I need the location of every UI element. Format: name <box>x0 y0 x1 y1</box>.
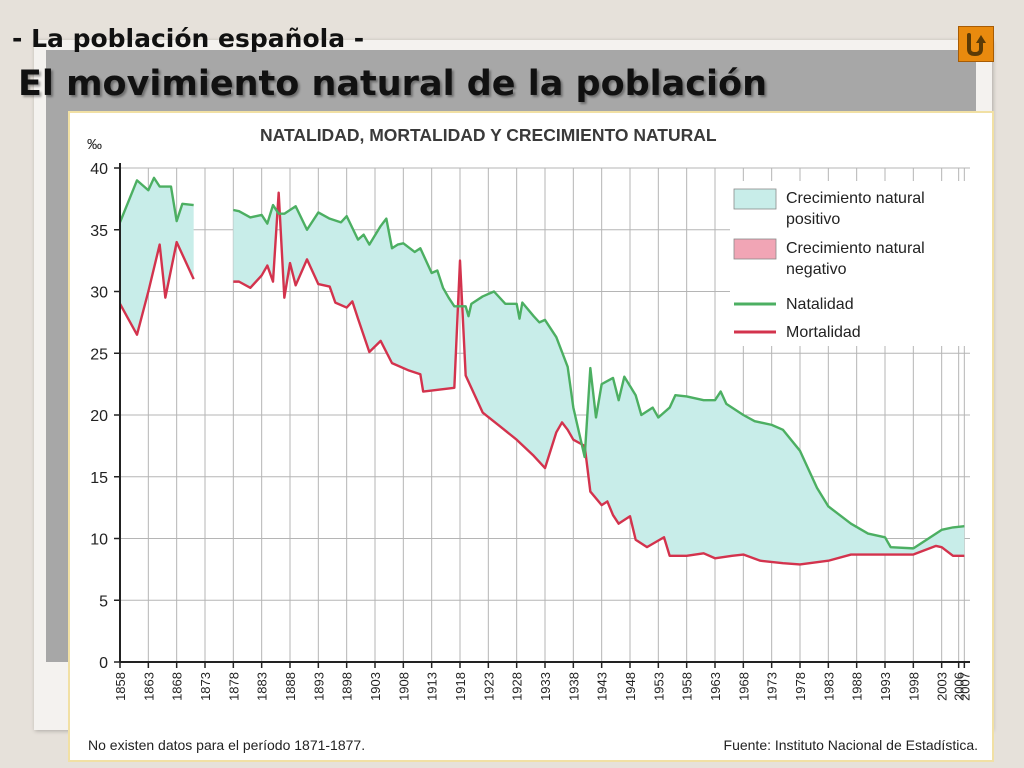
x-tick-label: 1933 <box>538 672 553 701</box>
x-tick-label: 1898 <box>340 672 355 701</box>
x-tick-label: 1873 <box>198 672 213 701</box>
legend-label: Crecimiento natural <box>786 190 925 207</box>
x-tick-label: 1998 <box>906 672 921 701</box>
x-tick-label: 1878 <box>226 672 241 701</box>
x-tick-label: 1958 <box>680 672 695 701</box>
positive-growth-area <box>585 368 965 565</box>
y-axis-unit: ‰ <box>87 136 102 153</box>
chart-areas <box>120 177 965 565</box>
legend-swatch <box>733 188 777 210</box>
x-tick-label: 1988 <box>850 672 865 701</box>
y-tick-label: 25 <box>90 346 108 363</box>
y-tick-label: 30 <box>90 285 108 302</box>
note-source: Fuente: Instituto Nacional de Estadístic… <box>724 737 978 753</box>
x-tick-label: 1888 <box>283 672 298 701</box>
x-tick-label: 1858 <box>113 672 128 701</box>
chart-title: NATALIDAD, MORTALIDAD Y CRECIMIENTO NATU… <box>260 125 717 145</box>
legend-swatch <box>733 238 777 260</box>
x-tick-label: 2007 <box>957 672 972 701</box>
x-tick-label: 1953 <box>651 672 666 701</box>
chart-frame: 0 5 10 15 20 25 30 35 40 1858 1863 1868 1873 1878 1883… <box>68 111 994 762</box>
y-tick-label: 5 <box>99 593 108 610</box>
mortalidad-line <box>233 191 965 566</box>
y-tick-label: 0 <box>99 655 108 672</box>
mortalidad-line <box>118 240 195 336</box>
legend-label: positivo <box>786 211 840 228</box>
x-tick-label: 1938 <box>566 672 581 701</box>
y-tick-label: 35 <box>90 223 108 240</box>
x-tick-label: 1928 <box>510 672 525 701</box>
x-tick-label: 2003 <box>935 672 950 701</box>
chart-lines <box>118 176 965 566</box>
return-button[interactable] <box>958 26 994 62</box>
legend-label: Crecimiento natural <box>786 240 925 257</box>
x-tick-label: 1918 <box>453 672 468 701</box>
x-tick-label: 1883 <box>255 672 270 701</box>
note-missing-data: No existen datos para el período 1871-18… <box>88 737 365 753</box>
x-tick-label: 2006 <box>952 672 967 701</box>
y-tick-label: 15 <box>90 470 108 487</box>
x-tick-label: 1963 <box>708 672 723 701</box>
positive-growth-area <box>462 291 582 469</box>
natalidad-line <box>118 176 194 223</box>
x-tick-label: 1968 <box>736 672 751 701</box>
x-tick-label: 1948 <box>623 672 638 701</box>
positive-growth-area <box>279 206 458 392</box>
x-tick-label: 1923 <box>481 672 496 701</box>
x-tick-label: 1973 <box>765 672 780 701</box>
x-tick-label: 1863 <box>141 672 156 701</box>
legend-label: Mortalidad <box>786 324 861 341</box>
x-tick-label: 1943 <box>595 672 610 701</box>
legend-label: negativo <box>786 261 847 278</box>
population-chart: 0 5 10 15 20 25 30 35 40 1858 1863 1868 1873 1878 1883… <box>70 113 992 760</box>
x-tick-label: 1903 <box>368 672 383 701</box>
chart-legend: Crecimiento natural positivo Crecimiento n… <box>730 181 982 346</box>
x-tick-label: 1983 <box>821 672 836 701</box>
x-tick-label: 1868 <box>170 672 185 701</box>
slide-subtitle: - La población española - <box>12 24 365 53</box>
x-tick-label: 1908 <box>396 672 411 701</box>
chart-axes: 0 5 10 15 20 25 30 35 40 1858 1863 1868 1873 1878 1883… <box>90 161 972 701</box>
x-tick-label: 1913 <box>425 672 440 701</box>
slide-title: El movimiento natural de la población <box>18 64 767 104</box>
x-tick-label: 1893 <box>311 672 326 701</box>
return-u-turn-icon <box>967 33 986 57</box>
y-tick-label: 10 <box>90 532 108 549</box>
y-tick-label: 20 <box>90 408 108 425</box>
legend-label: Natalidad <box>786 296 854 313</box>
y-tick-label: 40 <box>90 161 108 178</box>
x-tick-label: 1993 <box>878 672 893 701</box>
x-tick-label: 1978 <box>793 672 808 701</box>
natalidad-line <box>233 203 965 550</box>
